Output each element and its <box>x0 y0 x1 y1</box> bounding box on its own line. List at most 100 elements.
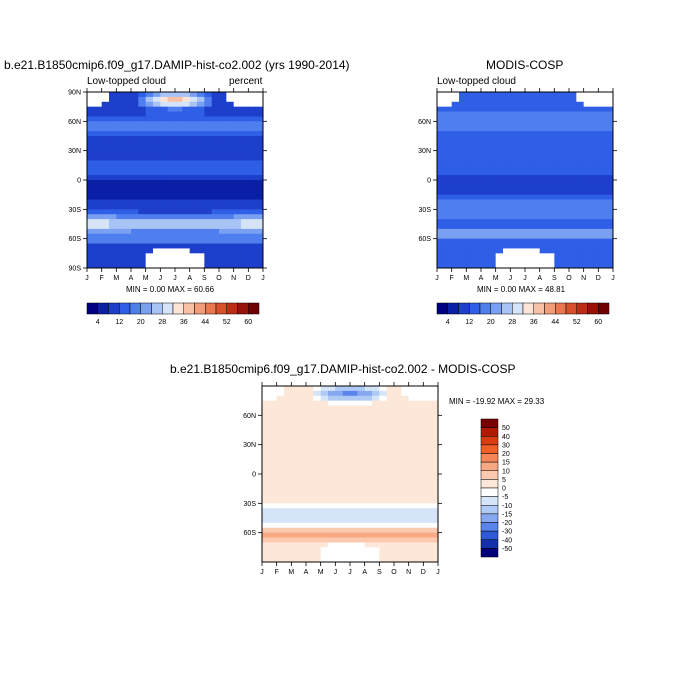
heatmap-cell <box>306 518 314 524</box>
heatmap-cell <box>131 92 139 98</box>
heatmap-cell <box>167 184 176 191</box>
heatmap-cell <box>306 542 314 548</box>
heatmap-cell <box>430 557 439 563</box>
heatmap-cell <box>459 224 467 230</box>
heatmap-cell <box>459 165 467 171</box>
heatmap-cell <box>116 263 125 269</box>
heatmap-cell <box>197 140 205 147</box>
heatmap-cell <box>437 165 445 171</box>
heatmap-cell <box>386 493 395 499</box>
heatmap-cell <box>328 498 336 504</box>
heatmap-cell <box>416 469 424 475</box>
heatmap-cell <box>219 136 227 142</box>
heatmap-cell <box>459 106 467 112</box>
heatmap-cell <box>175 106 183 112</box>
heatmap-cell <box>605 136 614 142</box>
heatmap-cell <box>532 145 541 152</box>
heatmap-cell <box>175 165 183 171</box>
heatmap-cell <box>262 513 270 519</box>
heatmap-cell <box>182 111 191 117</box>
heatmap-cell <box>495 258 504 264</box>
heatmap-cell <box>233 136 242 142</box>
heatmap-cell <box>583 214 592 220</box>
heatmap-cell <box>241 136 249 142</box>
heatmap-cell <box>364 537 373 543</box>
heatmap-cell <box>320 493 329 499</box>
heatmap-cell <box>328 415 336 421</box>
heatmap-cell <box>495 136 504 142</box>
heatmap-cell <box>342 557 351 563</box>
heatmap-cell <box>554 263 563 269</box>
heatmap-cell <box>547 199 555 205</box>
heatmap-cell <box>262 454 270 460</box>
heatmap-cell <box>510 233 519 240</box>
heatmap-cell <box>473 263 482 269</box>
heatmap-cell <box>605 106 614 112</box>
heatmap-cell <box>561 136 570 142</box>
heatmap-cell <box>342 459 351 465</box>
heatmap-cell <box>554 189 563 196</box>
colorbar-swatch <box>162 302 174 315</box>
heatmap-cell <box>182 214 191 220</box>
heatmap-cell <box>547 194 555 200</box>
y-tick-label: 60S <box>69 236 82 243</box>
heatmap-cell <box>182 165 191 171</box>
heatmap-cell <box>350 498 358 504</box>
heatmap-cell <box>109 238 117 244</box>
heatmap-cell <box>401 547 410 553</box>
heatmap-cell <box>204 204 213 210</box>
heatmap-cell <box>416 532 424 538</box>
colorbar-swatch <box>479 302 491 315</box>
heatmap-cell <box>313 488 322 494</box>
heatmap-cell <box>547 131 555 137</box>
heatmap-cell <box>416 410 424 416</box>
colorbar-swatch <box>469 302 481 315</box>
heatmap-cell <box>430 434 439 441</box>
heatmap-cell <box>204 131 213 137</box>
heatmap-cell <box>598 136 607 142</box>
heatmap-cell <box>197 184 205 191</box>
heatmap-cell <box>408 557 417 563</box>
heatmap-cell <box>532 204 541 210</box>
heatmap-cell <box>532 121 541 127</box>
heatmap-cell <box>561 106 570 112</box>
heatmap-cell <box>466 189 475 196</box>
heatmap-cell <box>197 136 205 142</box>
heatmap-cell <box>291 518 300 524</box>
heatmap-cell <box>255 150 264 156</box>
x-tick-label: J <box>435 275 439 282</box>
heatmap-cell <box>175 219 183 225</box>
heatmap-cell <box>459 204 467 210</box>
heatmap-cell <box>342 395 351 402</box>
heatmap-cell <box>408 518 417 524</box>
heatmap-cell <box>226 194 235 200</box>
heatmap-cell <box>167 204 176 210</box>
heatmap-cell <box>459 96 467 103</box>
heatmap-cell <box>423 390 432 397</box>
heatmap-cell <box>495 131 504 137</box>
heatmap-cell <box>350 547 358 553</box>
heatmap-cell <box>350 522 358 529</box>
heatmap-cell <box>269 395 278 402</box>
heatmap-cell <box>335 425 344 431</box>
x-tick-label: O <box>216 275 222 282</box>
heatmap-cell <box>459 243 467 249</box>
heatmap-cell <box>197 126 205 132</box>
heatmap-cell <box>561 101 570 108</box>
heatmap-cell <box>583 106 592 112</box>
colorbar-swatch <box>480 522 499 532</box>
heatmap-cell <box>532 228 541 235</box>
heatmap-cell <box>189 263 198 269</box>
heatmap-cell <box>444 170 453 176</box>
heatmap-cell <box>219 96 227 103</box>
heatmap-cell <box>466 175 475 181</box>
heatmap-cell <box>605 248 614 254</box>
heatmap-cell <box>423 478 432 485</box>
heatmap-cell <box>233 219 242 225</box>
heatmap-cell <box>131 214 139 220</box>
heatmap-cell <box>145 96 154 103</box>
heatmap-cell <box>416 415 424 421</box>
heatmap-cell <box>211 228 220 235</box>
heatmap-cell <box>451 111 460 117</box>
heatmap-cell <box>451 228 460 235</box>
